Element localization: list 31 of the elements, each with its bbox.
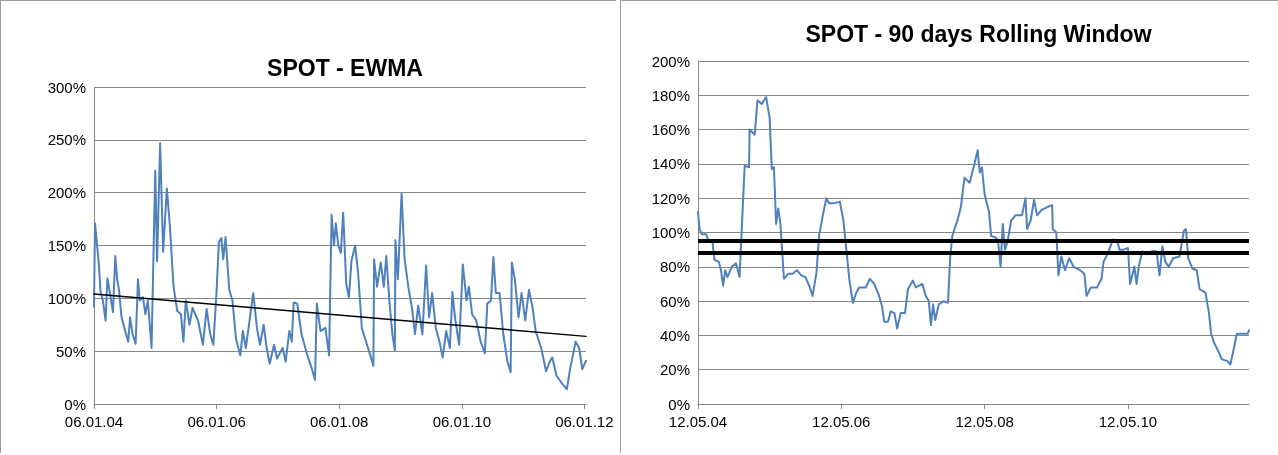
y-tick-label: 140% (651, 155, 690, 173)
x-tick-label: 06.01.10 (432, 413, 492, 430)
y-tick-label: 40% (659, 326, 690, 344)
x-tick-label: 06.01.04 (64, 413, 124, 430)
y-tick-label: 0% (64, 395, 86, 413)
y-tick-label: 300% (47, 78, 86, 96)
chart-title: SPOT - EWMA (267, 54, 423, 81)
x-tick-label: 12.05.06 (812, 413, 871, 430)
chart-title: SPOT - 90 days Rolling Window (805, 20, 1152, 47)
y-tick-label: 100% (47, 289, 86, 307)
x-tick-label: 12.05.10 (1098, 413, 1158, 430)
y-tick-label: 0% (668, 395, 690, 413)
y-tick-label: 150% (47, 237, 86, 254)
y-tick-label: 20% (659, 361, 690, 379)
x-tick-label: 12.05.08 (955, 413, 1014, 430)
y-tick-label: 50% (55, 342, 86, 360)
y-tick-label: 200% (651, 52, 690, 70)
line-series (697, 96, 1250, 366)
y-tick-label: 160% (651, 121, 690, 139)
line-series (93, 142, 587, 391)
x-tick-label: 06.01.06 (187, 413, 246, 430)
y-tick-label: 100% (651, 224, 690, 241)
x-tick-label: 06.01.12 (555, 413, 614, 430)
y-tick-label: 60% (659, 292, 690, 310)
y-tick-label: 180% (651, 86, 690, 104)
x-tick-label: 12.05.04 (668, 413, 728, 430)
y-tick-label: 200% (47, 184, 86, 202)
y-tick-label: 250% (47, 131, 86, 149)
x-tick-label: 06.01.08 (309, 413, 369, 430)
y-tick-label: 80% (659, 258, 690, 276)
y-tick-label: 120% (651, 189, 690, 207)
